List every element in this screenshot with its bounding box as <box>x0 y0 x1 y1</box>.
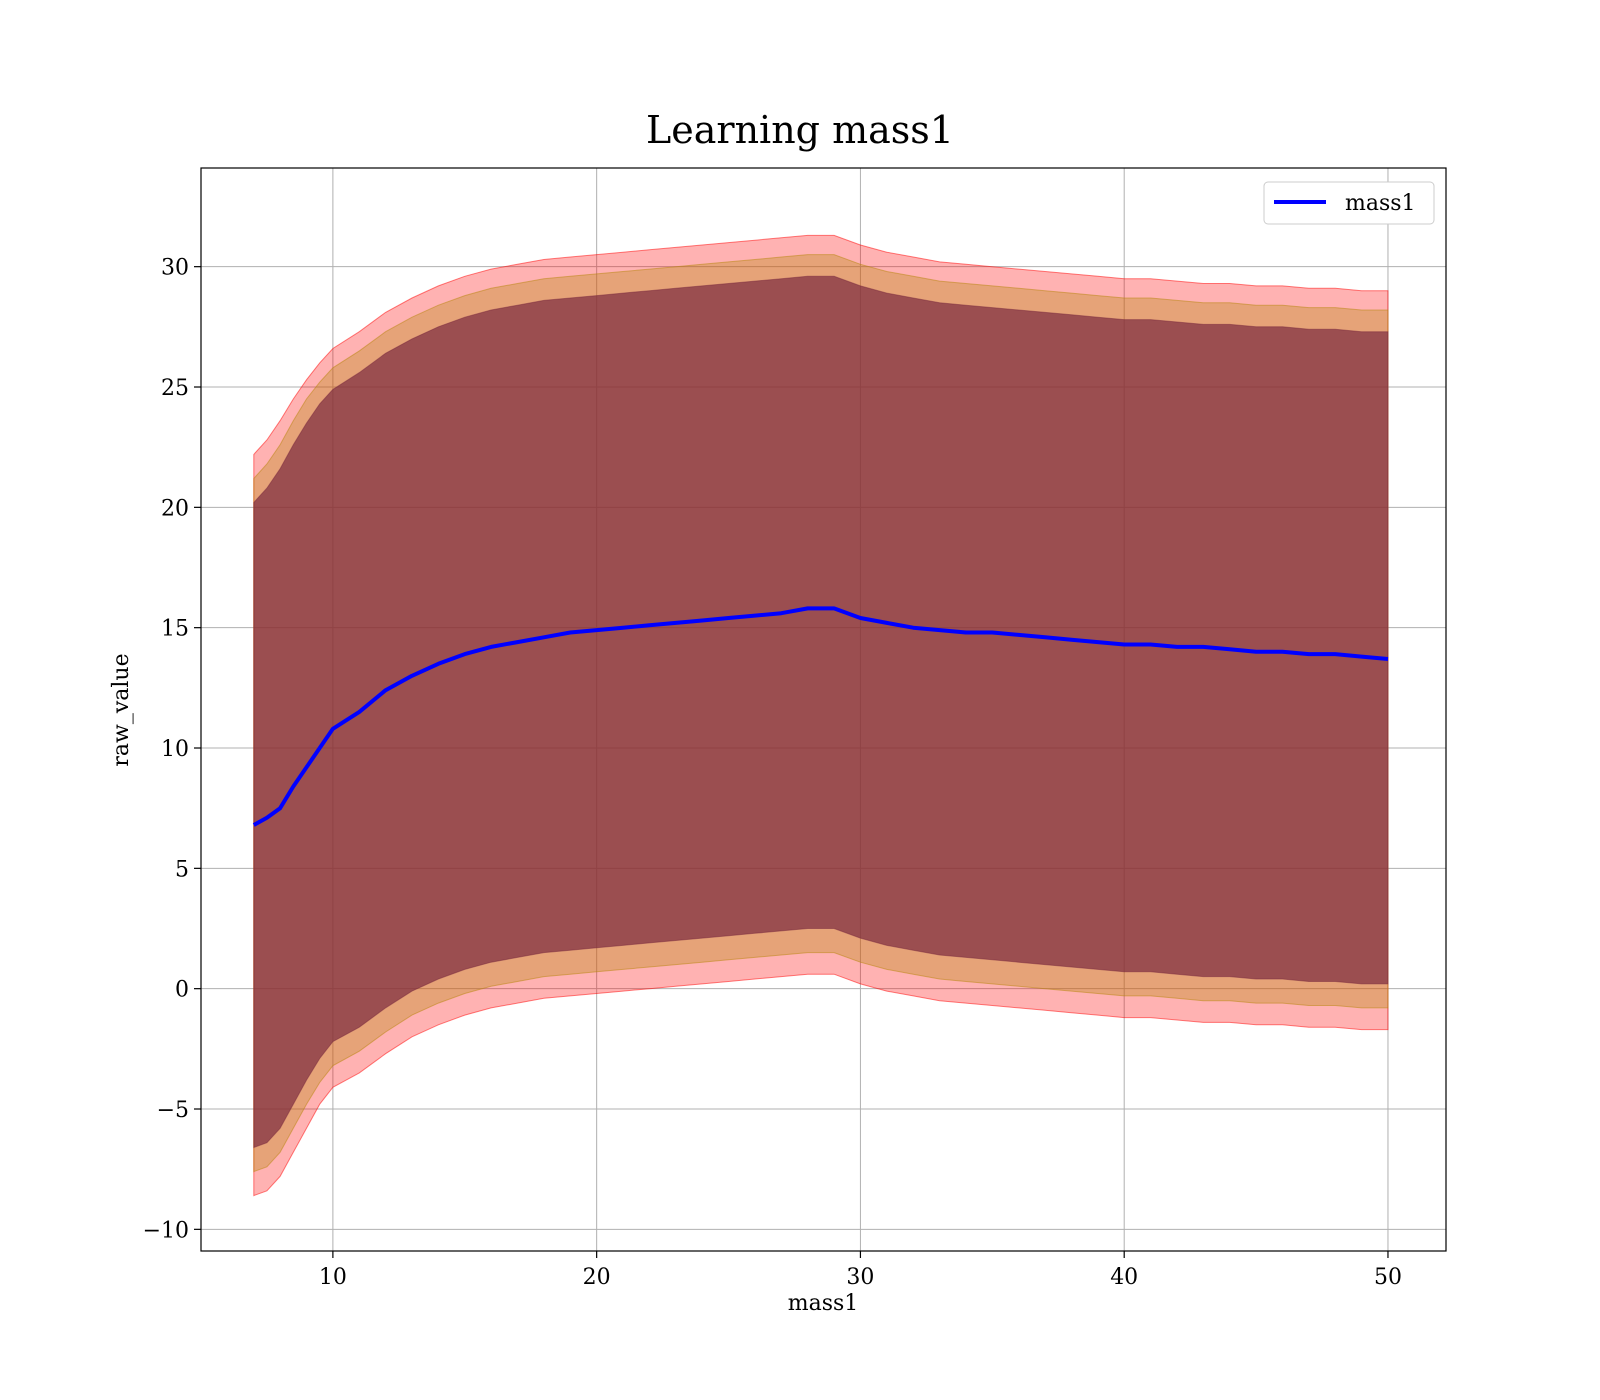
y-tick-label: 30 <box>161 256 189 281</box>
chart-title: Learning mass1 <box>646 108 954 152</box>
legend: mass1 <box>1263 181 1435 225</box>
y-tick-label: 0 <box>175 978 189 1003</box>
series-line-mass1 <box>252 606 1389 827</box>
x-tick-label: 20 <box>583 1265 611 1290</box>
x-tick-label: 50 <box>1374 1265 1402 1290</box>
x-tick-label: 40 <box>1110 1265 1138 1290</box>
y-tick-label: 15 <box>161 617 189 642</box>
y-tick-label: 10 <box>161 737 189 762</box>
y-tick-label: 5 <box>175 857 189 882</box>
x-tick-label: 30 <box>846 1265 874 1290</box>
y-tick-label: −5 <box>157 1098 189 1123</box>
x-tick-label: 10 <box>319 1265 347 1290</box>
y-tick-label: 25 <box>161 376 189 401</box>
plot-frame <box>200 167 1447 1252</box>
y-ticks: −10 −5 0 5 10 15 20 25 30 <box>143 256 201 1243</box>
y-tick-label: 20 <box>161 496 189 521</box>
confidence-band-2 <box>253 275 1389 1149</box>
x-axis-label: mass1 <box>788 1291 859 1316</box>
bands <box>253 234 1389 1197</box>
series-lines <box>252 606 1389 827</box>
legend-label-mass1: mass1 <box>1345 191 1416 216</box>
y-axis-label: raw_value <box>109 653 134 766</box>
y-tick-label: −10 <box>143 1218 189 1243</box>
legend-box <box>1263 181 1435 225</box>
x-ticks: 10 20 30 40 50 <box>319 1251 1402 1290</box>
